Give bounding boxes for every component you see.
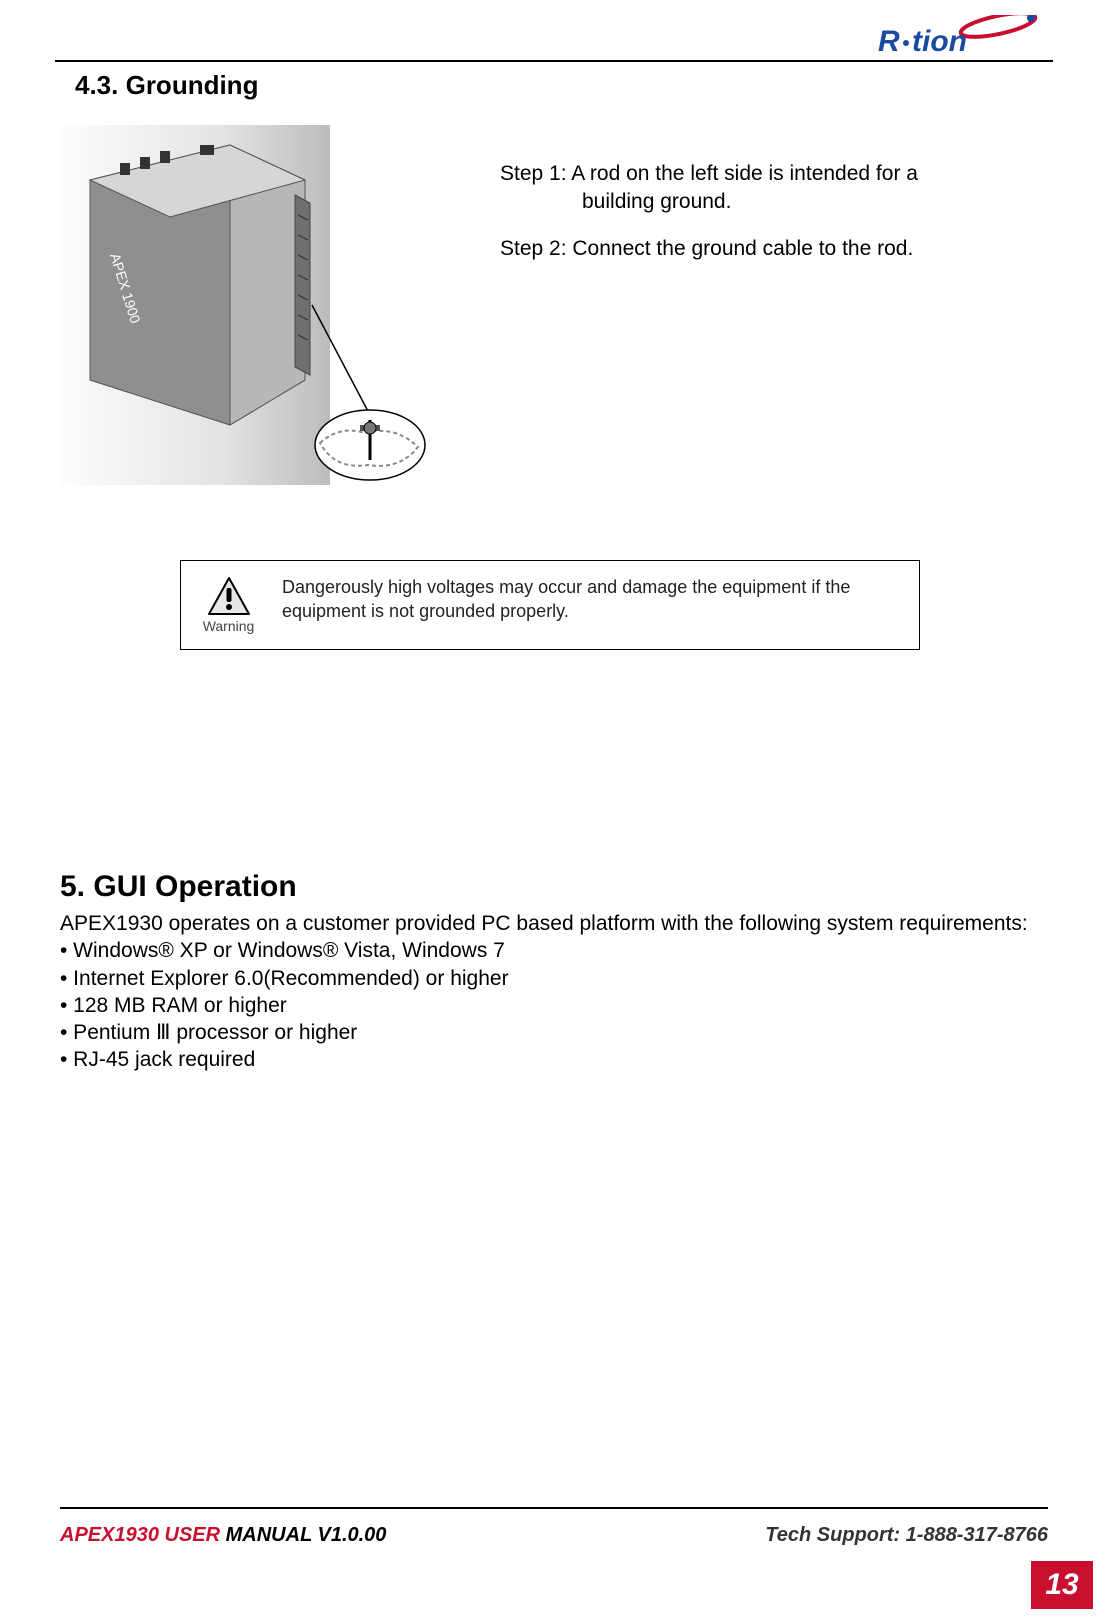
grounding-steps: Step 1: A rod on the left side is intend… [440, 125, 1048, 505]
req-bullet: • Windows® XP or Windows® Vista, Windows… [60, 937, 1048, 964]
section-4-3-heading: 4.3. Grounding [75, 70, 258, 101]
page-number: 13 [1031, 1561, 1093, 1609]
warning-icon [207, 576, 251, 616]
step-1-line2: building ground. [500, 188, 1048, 216]
warning-label: Warning [203, 618, 255, 634]
footer-left: APEX1930 USER MANUAL V1.0.00 [60, 1524, 386, 1547]
section-5-heading: 5. GUI Operation [60, 870, 297, 904]
section-5-body: APEX1930 operates on a customer provided… [60, 910, 1048, 1074]
footer-support: Tech Support: 1-888-317-8766 [765, 1524, 1048, 1547]
svg-text:tion: tion [912, 25, 967, 58]
section-5-intro: APEX1930 operates on a customer provided… [60, 910, 1048, 937]
warning-text: Dangerously high voltages may occur and … [276, 561, 919, 649]
warning-callout: Warning Dangerously high voltages may oc… [180, 560, 920, 650]
header-rule [55, 60, 1053, 62]
req-bullet: • 128 MB RAM or higher [60, 992, 1048, 1019]
grounding-figure: APEX 1900 [60, 125, 440, 505]
req-bullet: • Internet Explorer 6.0(Recommended) or … [60, 965, 1048, 992]
footer-rule [60, 1507, 1048, 1509]
footer-product: APEX1930 USER [60, 1524, 220, 1546]
footer-manual: MANUAL V1.0.00 [220, 1524, 386, 1546]
svg-text:R: R [878, 25, 900, 58]
req-bullet: • RJ-45 jack required [60, 1046, 1048, 1073]
step-1-line1: Step 1: A rod on the left side is intend… [500, 160, 1048, 188]
req-bullet: • Pentium Ⅲ processor or higher [60, 1019, 1048, 1046]
brand-logo: R tion [878, 15, 1038, 59]
step-2: Step 2: Connect the ground cable to the … [500, 235, 1048, 263]
